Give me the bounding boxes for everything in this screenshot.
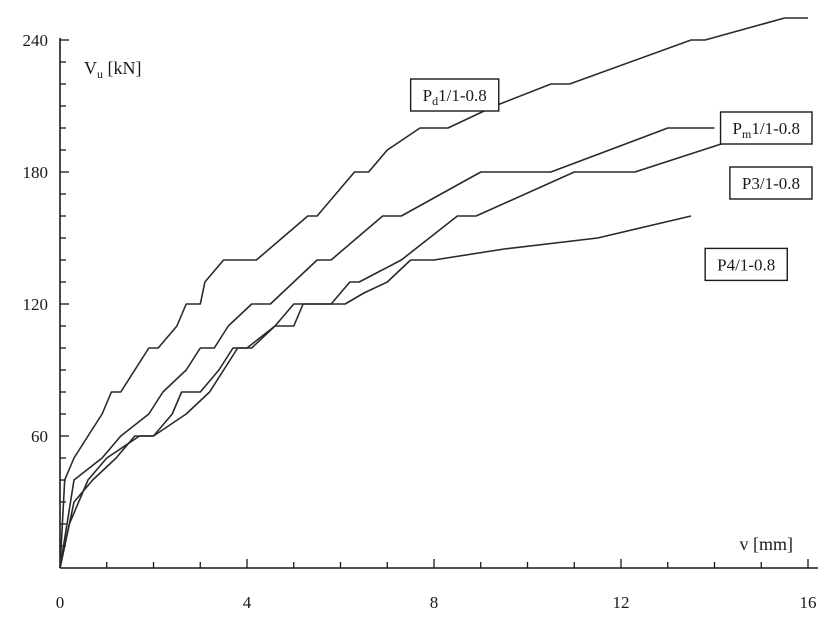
x-tick-label: 16	[800, 593, 817, 612]
legend-text-rest: 1/1-0.8	[438, 86, 487, 105]
legend-box	[704, 247, 788, 282]
legend-label-4: P4/1-0.8	[704, 247, 788, 282]
legend-box	[409, 78, 500, 112]
y-tick-label: 60	[31, 427, 48, 446]
legend-box	[719, 111, 813, 145]
x-tick-label: 12	[613, 593, 630, 612]
y-tick-label: 180	[23, 163, 49, 182]
series-line-3	[59, 127, 799, 569]
x-tick-label: 0	[56, 593, 65, 612]
y-tick-label: 240	[23, 31, 49, 50]
y-axis-label-sub: u	[97, 67, 103, 81]
legend-text-sub: m	[742, 127, 752, 141]
legend-text-sub: d	[432, 94, 438, 108]
series-group	[59, 17, 808, 569]
legend-text-main: P	[717, 255, 726, 274]
y-axis-label-unit: [kN]	[103, 58, 142, 78]
y-axis-label: Vu [kN]	[84, 58, 142, 81]
legend-text-rest: 1/1-0.8	[751, 119, 800, 138]
legend-text-rest: 3/1-0.8	[751, 174, 800, 193]
series-line-1	[59, 17, 808, 569]
legend-label-1: Pd1/1-0.8	[409, 78, 500, 112]
legend-text: Pm1/1-0.8	[733, 119, 800, 141]
legend-text: Pd1/1-0.8	[423, 86, 487, 108]
x-tick-label: 8	[430, 593, 439, 612]
legend-text-main: P	[733, 119, 742, 138]
legend-label-2: Pm1/1-0.8	[719, 111, 813, 145]
legend-box	[729, 166, 813, 200]
legend-text-rest: 4/1-0.8	[727, 255, 776, 274]
axes: 60 120 180 240 0 4 8 12 16 Vu [kN] v [mm]	[23, 31, 818, 612]
legend-text-main: P	[423, 86, 432, 105]
x-axis-label: v [mm]	[740, 534, 794, 554]
legend-text: P3/1-0.8	[742, 174, 800, 193]
legend-label-3: P3/1-0.8	[729, 166, 813, 200]
y-axis-label-main: V	[84, 58, 97, 78]
series-line-4	[59, 215, 692, 569]
x-tick-label: 4	[243, 593, 252, 612]
series-line-2	[59, 127, 715, 569]
legend-text-main: P	[742, 174, 751, 193]
y-tick-label: 120	[23, 295, 49, 314]
legend-text: P4/1-0.8	[717, 255, 775, 274]
